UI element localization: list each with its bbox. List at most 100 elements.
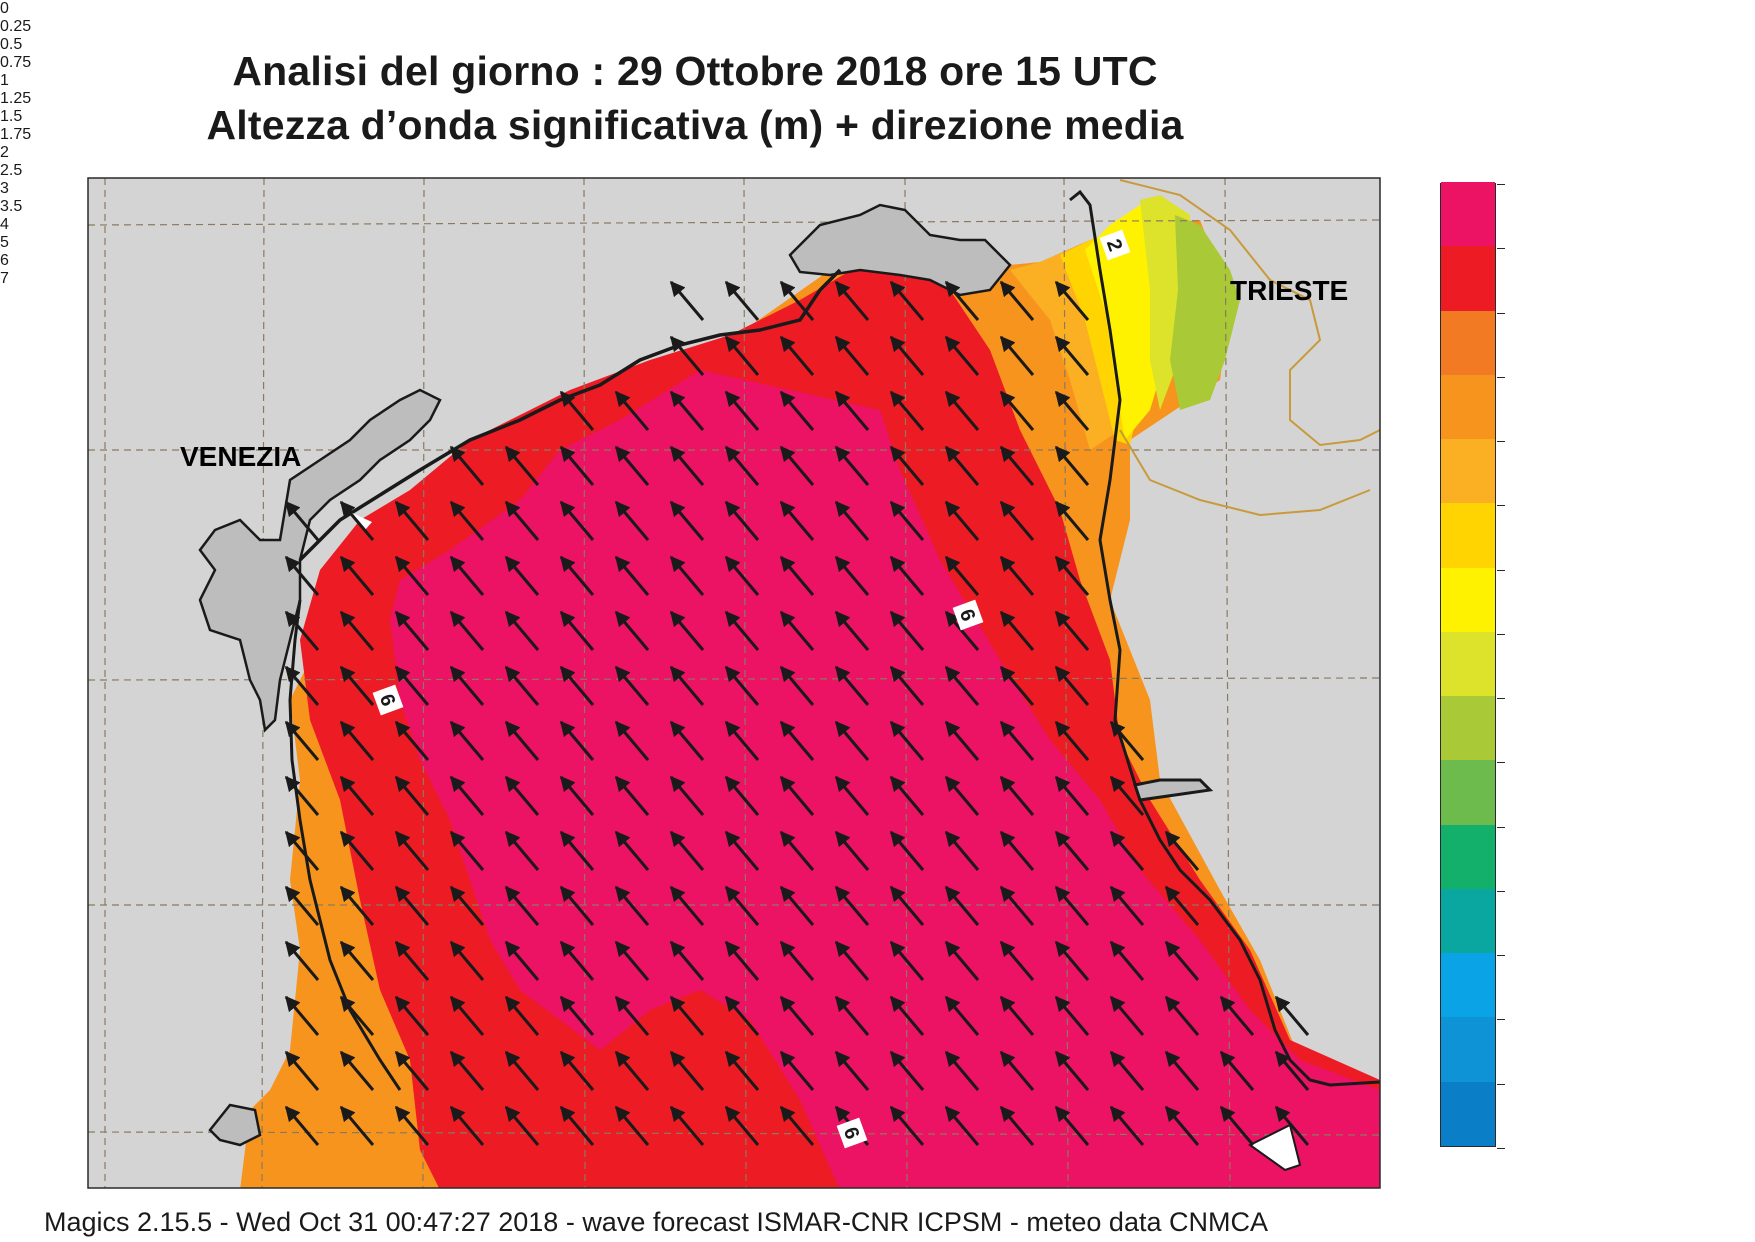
arrow-nw-icon [999, 665, 1035, 706]
arrow-nw-icon [339, 885, 375, 926]
arrow-nw-icon [999, 500, 1035, 541]
arrow-nw-icon [834, 445, 870, 486]
arrow-nw-icon [779, 610, 815, 651]
arrow-nw-icon [999, 445, 1035, 486]
arrow-nw-icon [889, 390, 925, 431]
arrow-nw-icon [834, 390, 870, 431]
arrow-nw-icon [394, 940, 430, 981]
arrow-nw-icon [999, 775, 1035, 816]
arrow-nw-icon [339, 830, 375, 871]
arrow-nw-icon [669, 665, 705, 706]
arrow-nw-icon [669, 1105, 705, 1146]
arrow-nw-icon [669, 775, 705, 816]
arrow-nw-icon [449, 1105, 485, 1146]
arrow-nw-icon [559, 610, 595, 651]
arrow-nw-icon [724, 830, 760, 871]
legend-band [1441, 695, 1495, 761]
arrow-nw-icon [1109, 885, 1145, 926]
arrow-nw-icon [669, 610, 705, 651]
place-label-venezia: VENEZIA [180, 441, 301, 472]
istria-border [1119, 179, 1380, 517]
arrow-nw-icon [889, 335, 925, 376]
legend-tick-label: 4 [0, 216, 9, 233]
arrow-nw-icon [504, 940, 540, 981]
arrow-nw-icon [724, 665, 760, 706]
arrow-nw-icon [834, 830, 870, 871]
arrow-nw-icon [999, 885, 1035, 926]
arrow-nw-icon [1054, 555, 1090, 596]
arrow-nw-icon [834, 610, 870, 651]
arrow-nw-icon [449, 445, 485, 486]
arrow-nw-icon [1054, 1105, 1090, 1146]
arrow-nw-icon [1054, 995, 1090, 1036]
arrow-nw-icon [559, 665, 595, 706]
arrow-nw-icon [944, 280, 980, 321]
arrow-nw-icon [614, 940, 650, 981]
legend-tick-label: 3.5 [0, 198, 23, 215]
arrow-nw-icon [394, 775, 430, 816]
arrow-nw-icon [999, 1105, 1035, 1146]
legend-tick-label: 2 [0, 144, 9, 161]
arrow-nw-icon [504, 830, 540, 871]
arrow-nw-icon [889, 445, 925, 486]
wave-height-legend [1440, 181, 1505, 1149]
arrow-nw-icon [394, 1105, 430, 1146]
arrow-nw-icon [834, 885, 870, 926]
arrow-nw-icon [724, 500, 760, 541]
arrow-nw-icon [339, 775, 375, 816]
arrow-nw-icon [449, 555, 485, 596]
arrow-nw-icon [284, 665, 320, 706]
arrow-nw-icon [1164, 885, 1200, 926]
arrow-nw-icon [1054, 830, 1090, 871]
legend-band [1441, 245, 1495, 311]
legend-tick-label: 0.5 [0, 36, 23, 53]
grado-lagoon [788, 203, 1012, 297]
arrow-nw-icon [1164, 830, 1200, 871]
legend-band [1441, 310, 1495, 375]
arrow-nw-icon [1054, 280, 1090, 321]
arrow-nw-icon [669, 390, 705, 431]
graticule [88, 178, 1380, 1188]
arrow-nw-icon [1054, 390, 1090, 431]
legend-band [1441, 181, 1495, 247]
no-data-patch-venice [350, 512, 372, 530]
arrow-nw-icon [724, 445, 760, 486]
arrow-nw-icon [669, 1050, 705, 1091]
arrow-nw-icon [504, 995, 540, 1036]
arrow-nw-icon [889, 995, 925, 1036]
arrow-nw-icon [779, 500, 815, 541]
arrow-nw-icon [504, 500, 540, 541]
piran-peninsula [1133, 778, 1214, 802]
arrow-nw-icon [559, 830, 595, 871]
arrow-nw-icon [559, 1105, 595, 1146]
arrow-nw-icon [449, 500, 485, 541]
arrow-nw-icon [944, 995, 980, 1036]
arrow-nw-icon [999, 390, 1035, 431]
arrow-nw-icon [669, 995, 705, 1036]
arrow-nw-icon [889, 720, 925, 761]
arrow-nw-icon [339, 555, 375, 596]
contour-labels: 2 6 6 6 [372, 229, 1131, 1149]
arrow-nw-icon [449, 610, 485, 651]
arrow-nw-icon [669, 555, 705, 596]
arrow-nw-icon [559, 555, 595, 596]
legend-band [1441, 374, 1495, 440]
legend-tick-label: 0.25 [0, 18, 32, 35]
arrow-nw-icon [834, 555, 870, 596]
north-coastline [298, 268, 842, 562]
arrow-nw-icon [724, 720, 760, 761]
arrow-nw-icon [889, 555, 925, 596]
arrow-nw-icon [834, 720, 870, 761]
arrow-nw-icon [1219, 1050, 1255, 1091]
arrow-nw-icon [669, 335, 705, 376]
arrow-nw-icon [779, 775, 815, 816]
arrow-nw-icon [339, 500, 375, 541]
arrow-nw-icon [779, 885, 815, 926]
arrow-nw-icon [889, 775, 925, 816]
legend-tick-label: 0.75 [0, 54, 32, 71]
arrow-nw-icon [394, 610, 430, 651]
arrow-nw-icon [779, 940, 815, 981]
legend-tick-label: 6 [0, 252, 9, 269]
arrow-nw-icon [779, 445, 815, 486]
